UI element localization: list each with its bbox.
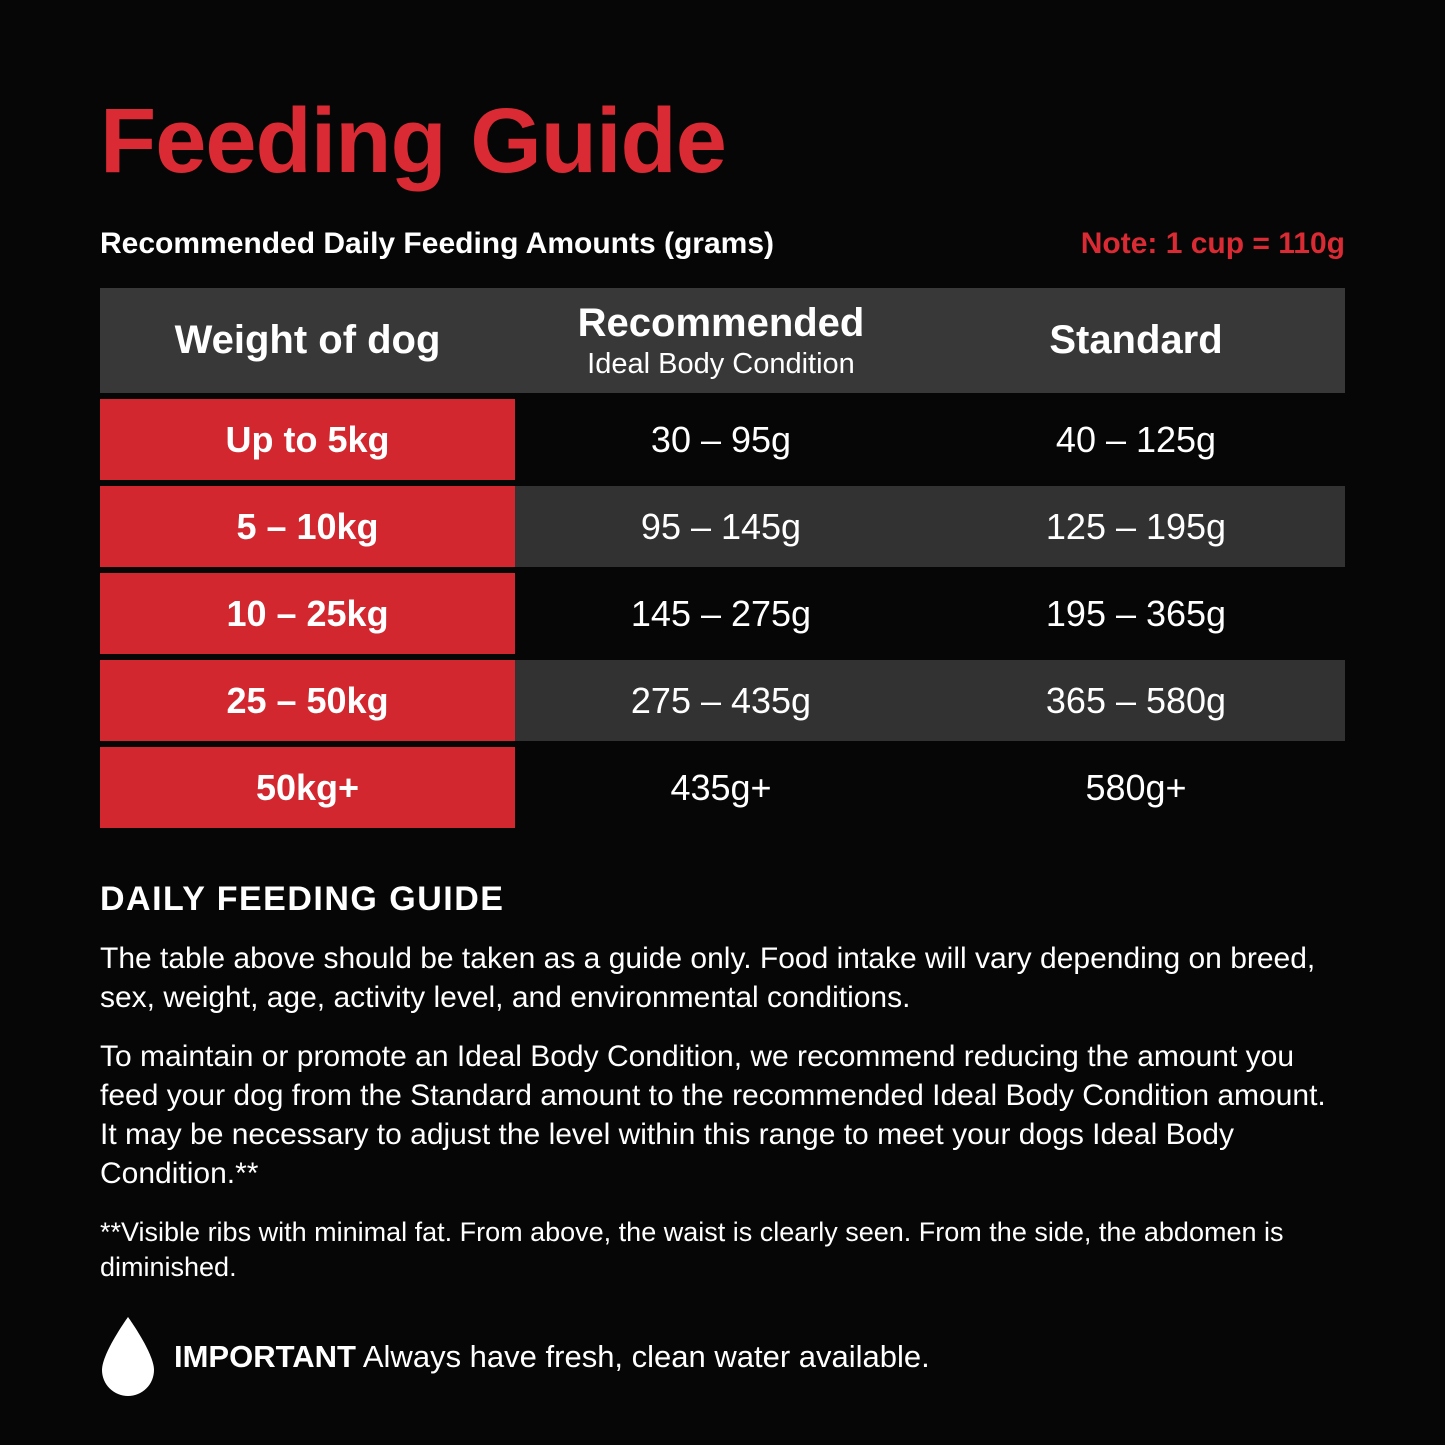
table-row-standard-cell: 365 – 580g	[927, 660, 1345, 741]
subtitle-row: Recommended Daily Feeding Amounts (grams…	[100, 227, 1345, 261]
feeding-amounts-table: Weight of dog Recommended Ideal Body Con…	[100, 288, 1345, 828]
table-row-weight-cell: 25 – 50kg	[100, 660, 515, 741]
column-header-standard: Standard	[927, 288, 1345, 393]
table-row-recommended-cell: 275 – 435g	[515, 660, 927, 741]
column-header-recommended-sublabel: Ideal Body Condition	[587, 347, 855, 380]
important-label: IMPORTANT	[174, 1339, 356, 1374]
table-row-recommended-cell: 95 – 145g	[515, 486, 927, 567]
column-header-recommended: Recommended Ideal Body Condition	[515, 288, 927, 393]
page-title: Feeding Guide	[100, 90, 727, 192]
table-row-recommended-cell: 30 – 95g	[650, 418, 792, 460]
table-row-standard-cell: 195 – 365g	[1045, 592, 1227, 634]
column-header-weight: Weight of dog	[100, 288, 515, 393]
table-row-recommended-cell: 435g+	[670, 766, 772, 808]
ideal-body-condition-footnote: **Visible ribs with minimal fat. From ab…	[100, 1217, 1284, 1282]
column-header-weight-label: Weight of dog	[174, 318, 441, 362]
table-caption: Recommended Daily Feeding Amounts (grams…	[100, 227, 775, 260]
table-row-standard-cell: 580g+	[1085, 766, 1187, 808]
table-row-weight-cell: 50kg+	[100, 747, 515, 828]
table-row-standard-cell: 125 – 195g	[927, 486, 1345, 567]
table-row-weight-cell: Up to 5kg	[100, 399, 515, 480]
table-row-standard-cell: 40 – 125g	[1055, 418, 1217, 460]
table-row-weight-cell: 10 – 25kg	[100, 573, 515, 654]
column-header-standard-label: Standard	[1049, 318, 1223, 362]
daily-feeding-guide-heading: DAILY FEEDING GUIDE	[100, 880, 505, 918]
column-header-recommended-label: Recommended	[577, 300, 865, 345]
guide-paragraph-2: To maintain or promote an Ideal Body Con…	[100, 1040, 1326, 1190]
table-row-weight-cell: 5 – 10kg	[100, 486, 515, 567]
guide-paragraph-1: The table above should be taken as a gui…	[100, 942, 1316, 1014]
important-notice: IMPORTANT Always have fresh, clean water…	[100, 1317, 1345, 1397]
important-message: Always have fresh, clean water available…	[355, 1339, 930, 1374]
cup-conversion-note: Note: 1 cup = 110g	[1080, 227, 1345, 260]
water-drop-icon	[102, 1317, 154, 1396]
table-row-recommended-cell: 145 – 275g	[630, 592, 812, 634]
important-text: IMPORTANT Always have fresh, clean water…	[174, 1339, 930, 1375]
